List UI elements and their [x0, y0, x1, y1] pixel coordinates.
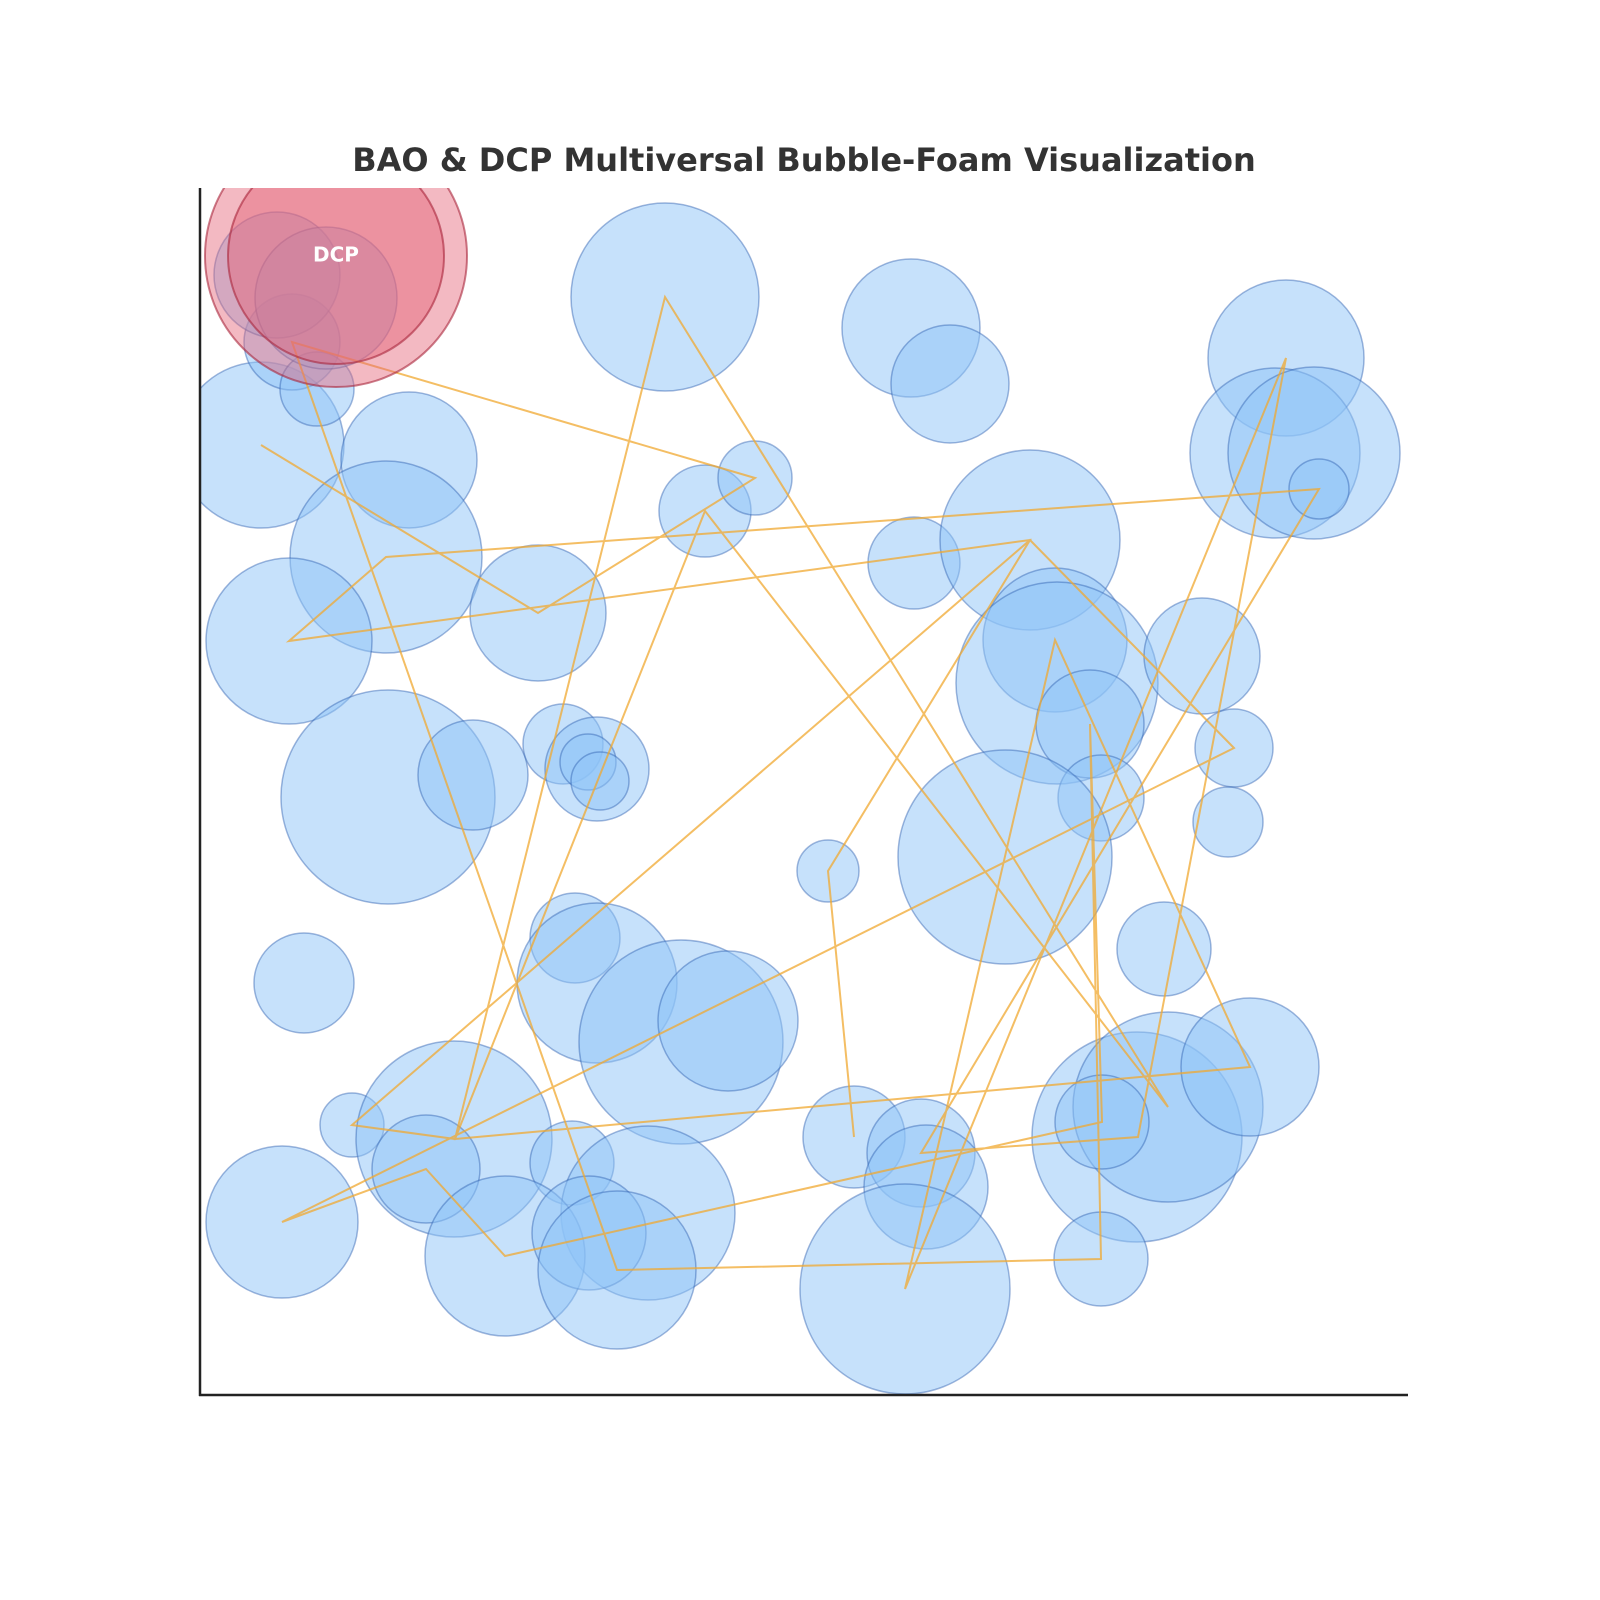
chart-title: BAO & DCP Multiversal Bubble-Foam Visual…	[352, 141, 1255, 179]
bubble	[1227, 366, 1401, 540]
highlight-bubble	[204, 188, 468, 388]
bubble	[890, 324, 1010, 444]
bubble	[657, 950, 799, 1092]
bubble	[254, 226, 398, 370]
plot-area: DCP	[200, 188, 1401, 1395]
bubble	[417, 719, 529, 831]
bubble	[253, 932, 355, 1034]
highlight-bubble	[227, 188, 445, 365]
bubble	[1192, 786, 1264, 858]
bubble	[570, 751, 630, 811]
highlight-label: DCP	[313, 243, 359, 267]
connection-line	[260, 294, 1321, 1290]
